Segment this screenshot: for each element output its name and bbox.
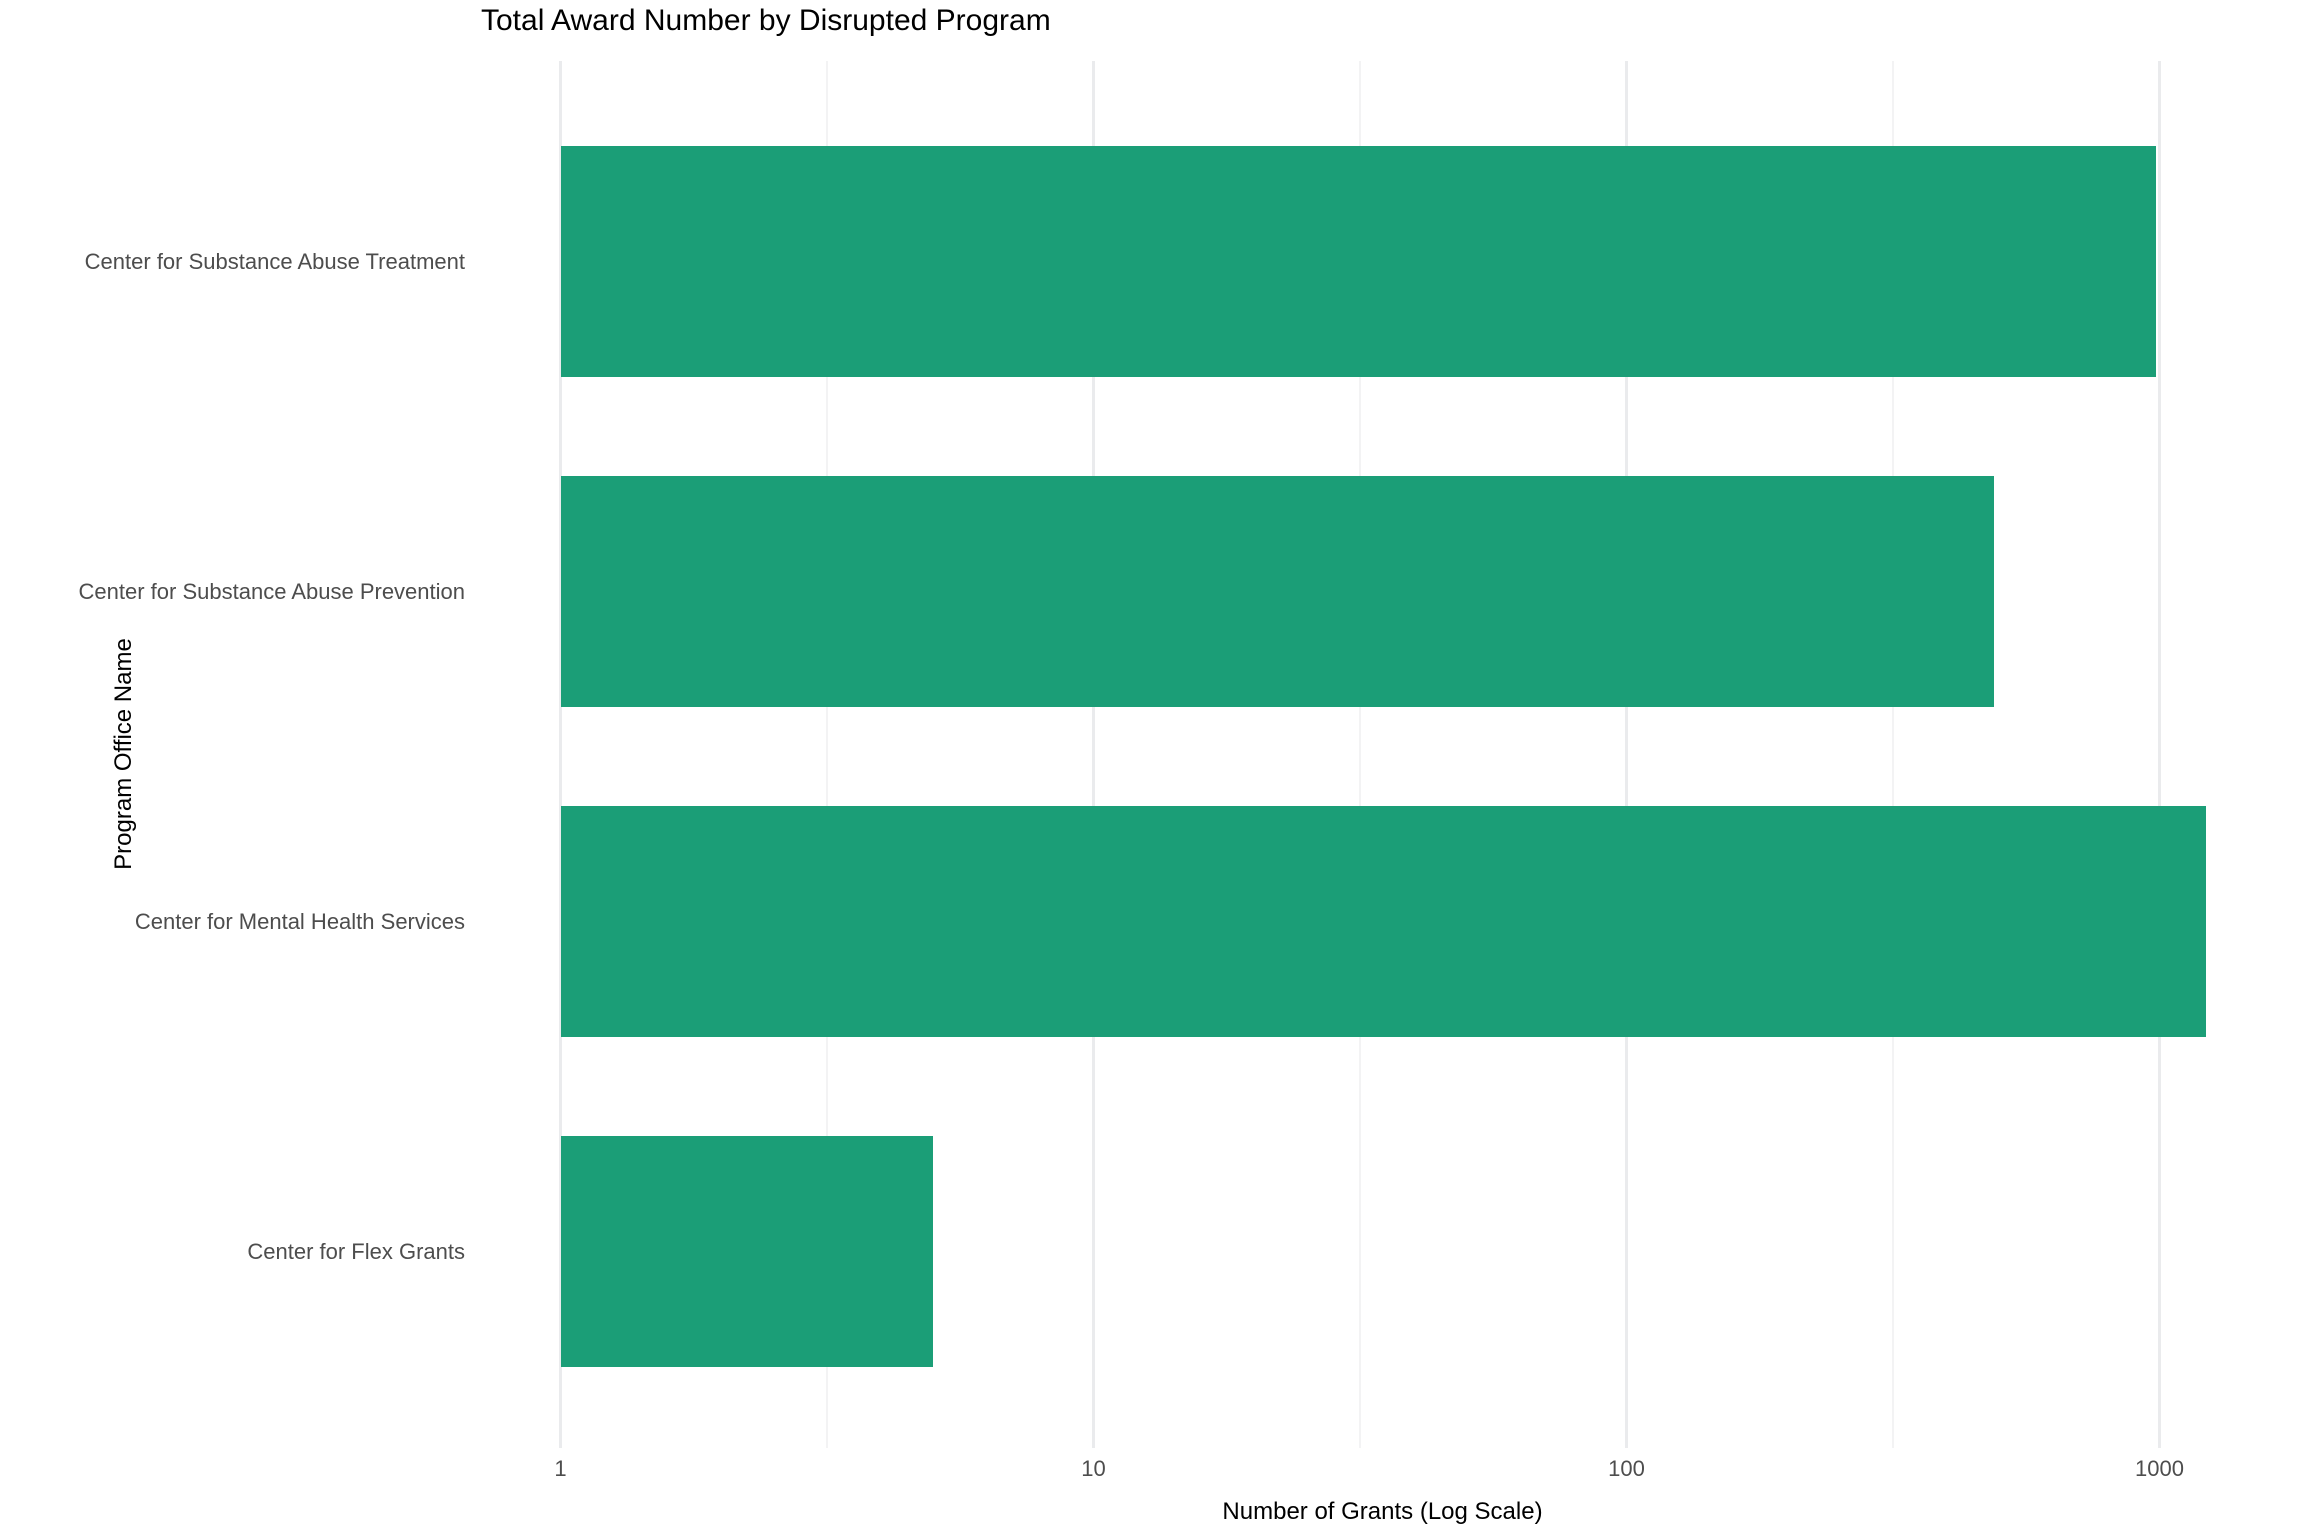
minor-gridline-3.162 <box>825 61 828 1448</box>
bar-center-for-mental-health-services <box>560 806 2206 1037</box>
bar-center-for-flex-grants <box>560 1136 934 1367</box>
x-axis-tick-1: 1 <box>554 1456 567 1481</box>
major-gridline-100 <box>1625 61 1628 1448</box>
y-axis-label-center-for-flex-grants: Center for Flex Grants <box>247 1238 465 1264</box>
major-gridline-10 <box>1092 61 1095 1448</box>
y-axis-label-center-for-mental-health-services: Center for Mental Health Services <box>134 908 465 934</box>
y-axis-label-center-for-substance-abuse-treatment: Center for Substance Abuse Treatment <box>84 248 465 274</box>
chart-title: Total Award Number by Disrupted Program <box>481 4 1051 37</box>
x-axis-tick-10: 10 <box>1081 1456 1106 1481</box>
x-axis-title: Number of Grants (Log Scale) <box>1222 1498 1543 1525</box>
minor-gridline-31.62 <box>1358 61 1361 1448</box>
major-gridline-1000 <box>2158 61 2161 1448</box>
bar-center-for-substance-abuse-treatment <box>560 146 2156 377</box>
major-gridline-1 <box>559 61 562 1448</box>
y-axis-label-center-for-substance-abuse-prevention: Center for Substance Abuse Prevention <box>78 578 465 604</box>
x-axis-tick-1000: 1000 <box>2135 1456 2184 1481</box>
x-axis-tick-100: 100 <box>1608 1456 1645 1481</box>
plot-area <box>478 61 2288 1448</box>
minor-gridline-316.2 <box>1891 61 1894 1448</box>
bar-center-for-substance-abuse-prevention <box>560 476 1995 707</box>
y-axis-title: Program Office Name <box>109 638 137 870</box>
